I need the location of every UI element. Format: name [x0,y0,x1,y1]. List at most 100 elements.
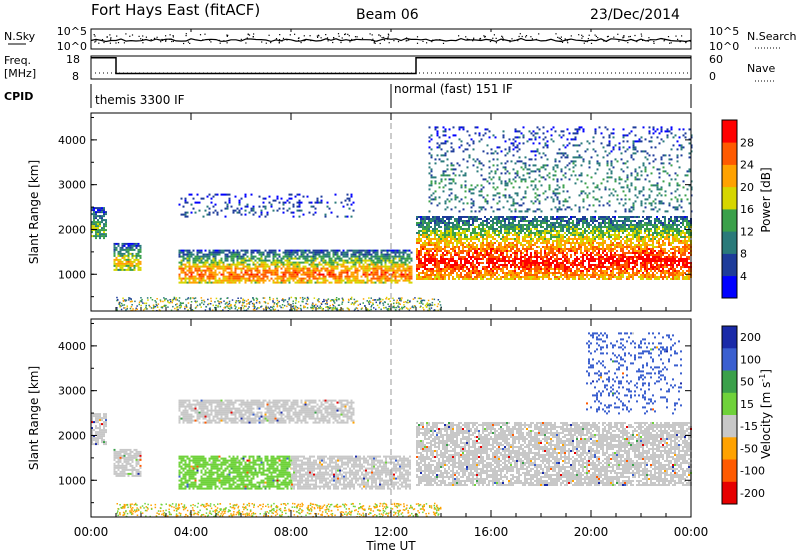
data-cell [510,256,512,258]
data-cell [214,257,217,260]
data-cell [440,260,442,262]
data-cell [396,251,399,254]
data-cell [574,238,576,240]
data-cell [548,270,550,272]
data-cell [318,269,321,272]
data-cell [288,193,291,196]
data-cell [190,203,193,206]
data-cell [123,254,126,257]
data-cell [430,262,432,264]
data-cell [562,268,564,270]
data-cell [546,228,548,230]
data-cell [444,244,446,246]
data-cell [622,270,624,272]
data-cell [300,253,303,256]
data-cell [442,222,444,224]
data-cell [522,226,524,228]
search-dot [187,41,189,43]
data-cell [506,216,508,218]
data-cell [552,230,554,232]
data-cell [356,275,359,278]
data-cell [380,261,383,264]
data-cell [608,234,610,236]
data-cell [252,263,255,266]
data-cell [548,242,550,244]
data-cell [123,244,126,247]
data-cell [95,213,97,216]
data-cell [186,261,189,264]
data-cell [522,270,524,272]
data-cell [578,268,580,270]
data-cell [139,268,142,271]
data-cell [418,260,420,262]
data-cell [518,224,520,226]
data-cell [628,226,630,228]
search-dot [591,39,593,41]
data-cell [388,249,391,252]
data-cell [306,257,309,260]
data-cell [632,262,634,264]
data-cell [123,262,126,265]
data-cell [588,244,590,246]
data-cell [286,199,289,202]
data-cell [534,268,536,270]
data-cell [318,201,321,204]
data-cell [426,230,428,232]
data-cell [398,249,401,252]
data-cell [316,257,319,260]
data-cell [530,262,532,264]
data-cell [600,228,602,230]
data-cell [526,274,528,276]
data-cell [432,252,434,254]
data-cell [346,273,349,276]
data-cell [636,240,638,242]
data-cell [580,252,582,254]
data-cell [368,269,371,272]
data-cell [486,224,488,226]
data-cell [101,207,103,210]
data-cell [426,226,428,228]
data-cell [340,263,343,266]
data-cell [596,252,598,254]
data-cell [370,261,373,264]
data-cell [260,209,263,212]
data-cell [386,269,389,272]
data-cell [564,244,566,246]
data-cell [230,275,233,278]
data-cell [590,230,592,232]
data-cell [442,218,444,220]
data-cell [630,228,632,230]
data-cell [282,261,285,264]
data-cell [460,258,462,260]
data-cell [590,254,592,256]
data-cell [105,223,107,226]
data-cell [456,238,458,240]
data-cell [586,234,588,236]
data-cell [464,276,466,278]
data-cell [564,224,566,226]
data-cell [540,242,542,244]
data-cell [230,253,233,256]
data-cell [530,272,532,274]
data-cell [590,264,592,266]
data-cell [406,255,409,258]
data-cell [404,263,407,266]
data-cell [608,236,610,238]
data-cell [270,269,273,272]
data-cell [123,252,126,255]
data-cell [398,251,401,254]
data-cell [242,253,245,256]
data-cell [548,248,550,250]
data-cell [103,233,105,236]
data-cell [242,249,245,252]
search-dot [199,34,202,36]
data-cell [278,249,281,252]
data-cell [436,242,438,244]
data-cell [294,269,297,272]
data-cell [500,260,502,262]
search-dot [110,37,112,39]
data-cell [598,278,600,280]
data-cell [630,276,632,278]
data-cell [346,277,349,280]
data-cell [208,193,211,196]
